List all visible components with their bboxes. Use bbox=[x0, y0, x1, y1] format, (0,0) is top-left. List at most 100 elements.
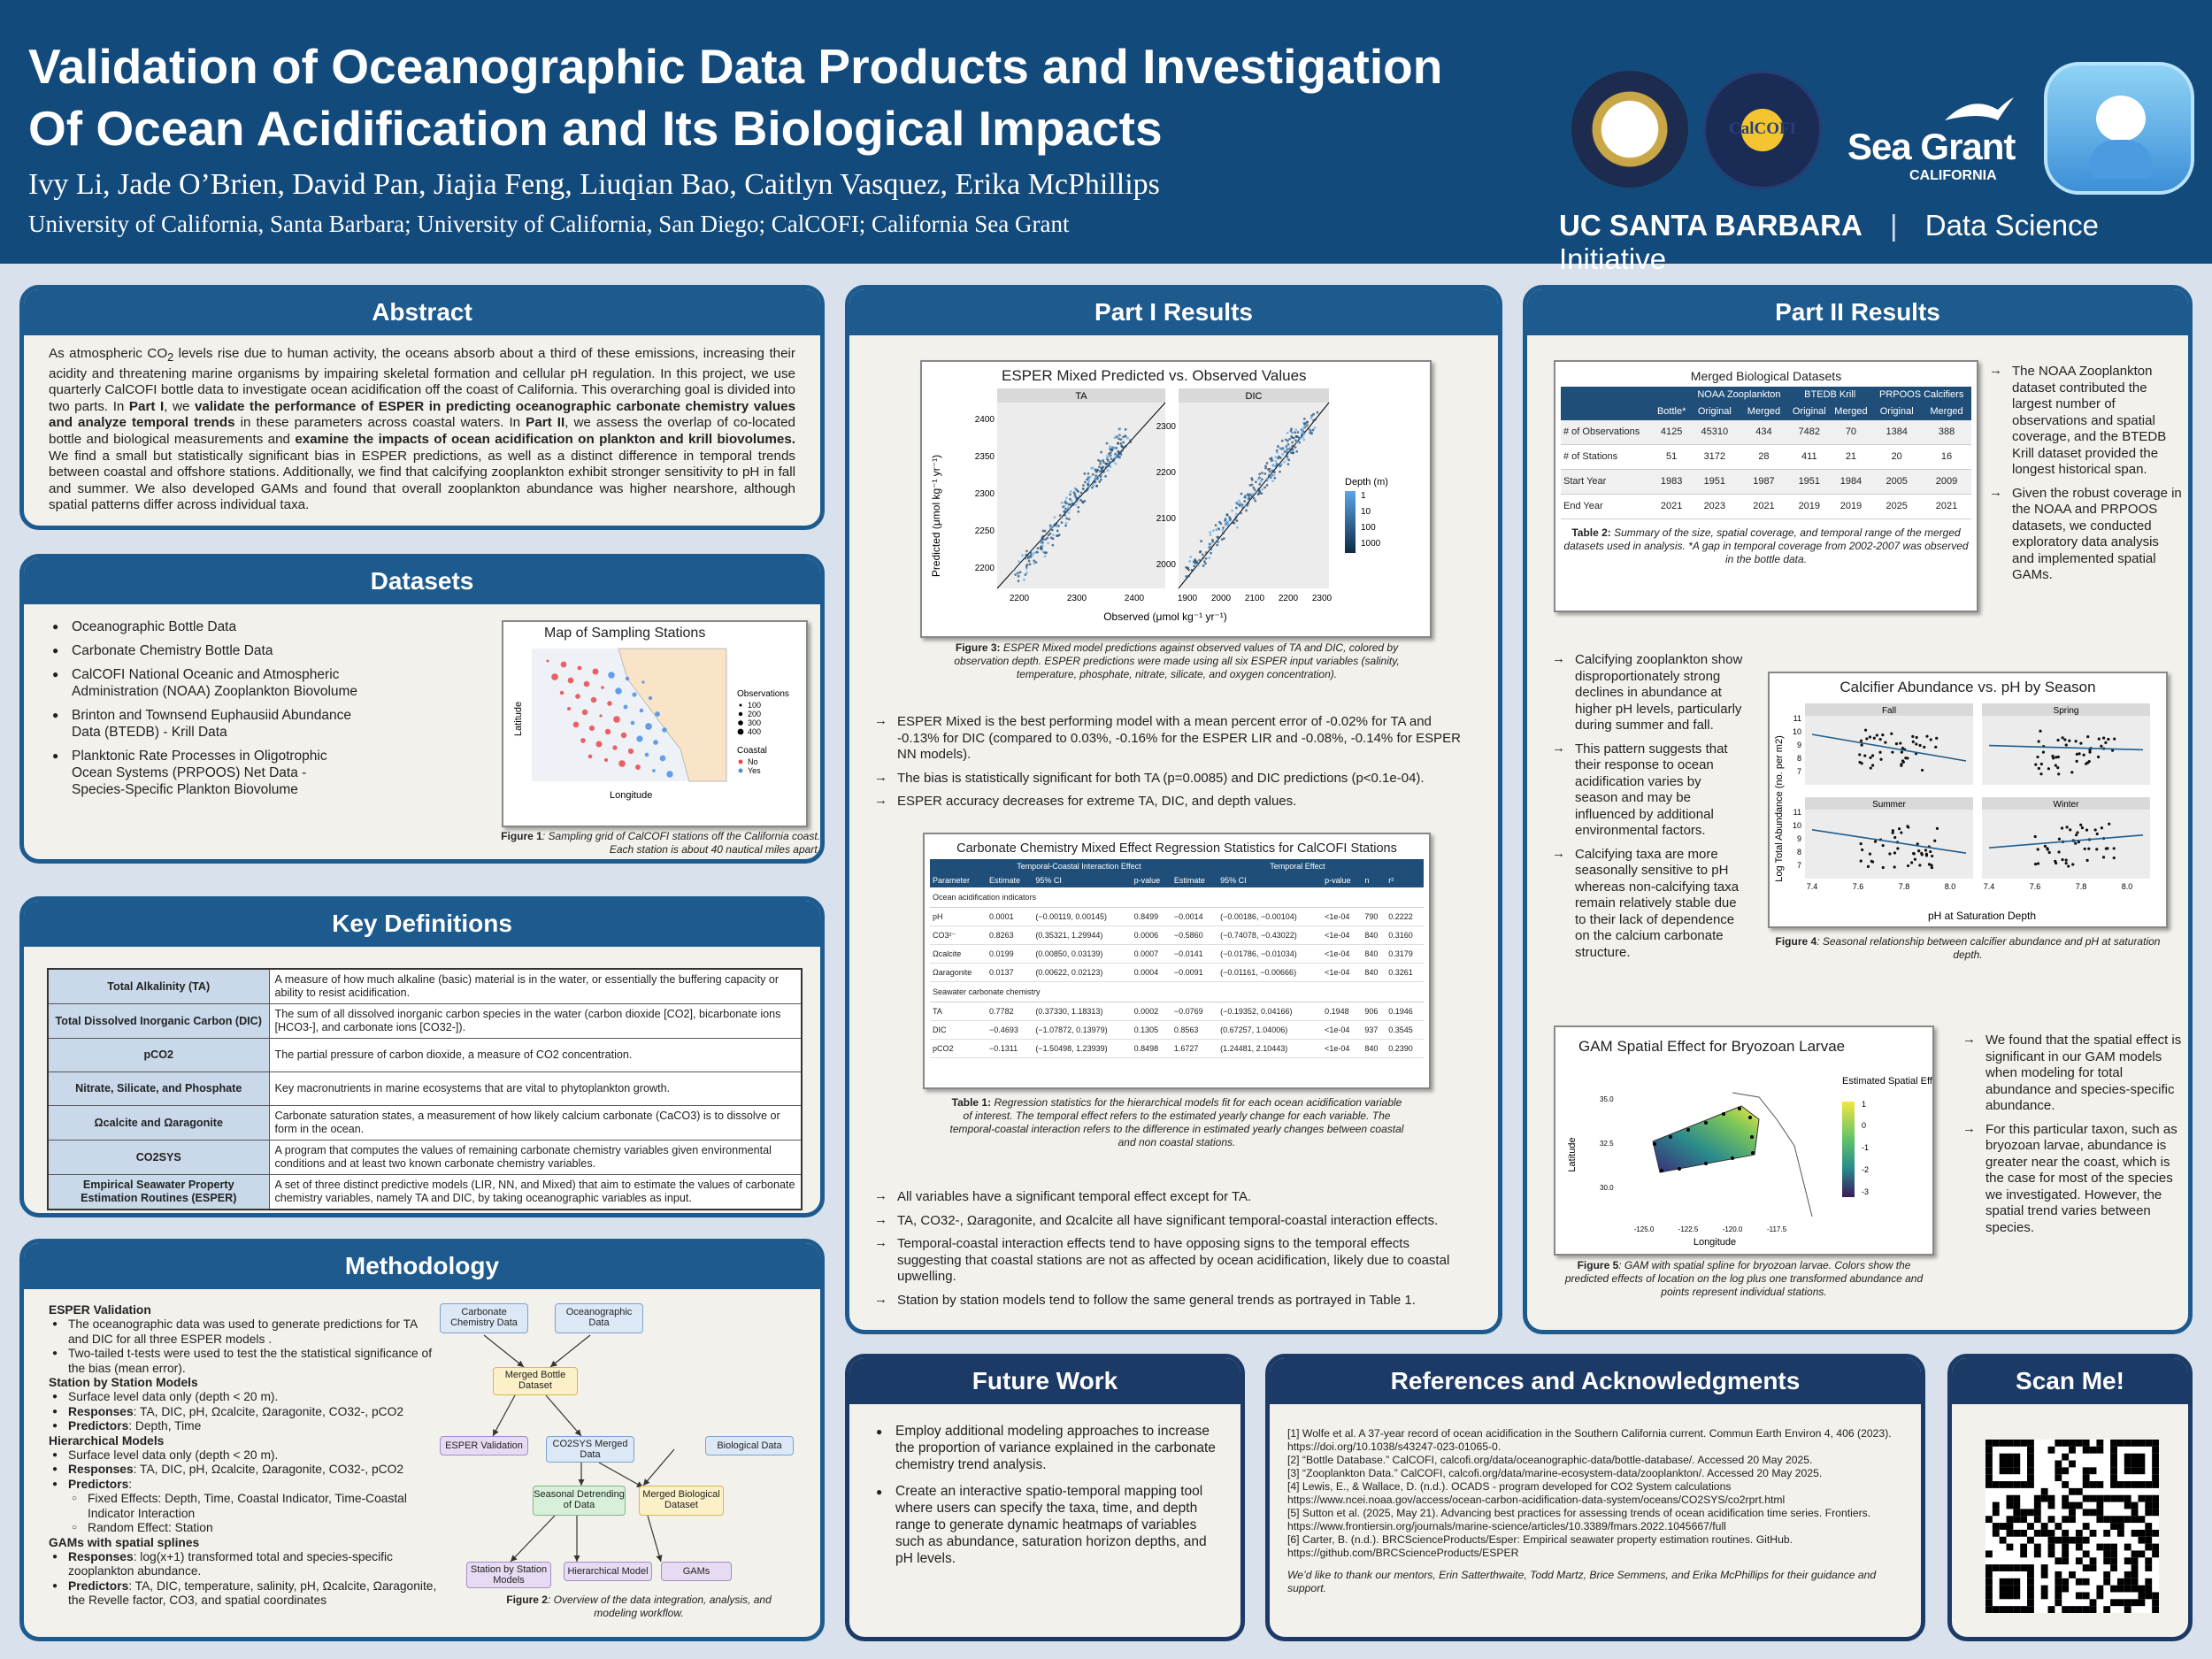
season-label: Fall bbox=[1882, 706, 1896, 716]
data-point bbox=[1863, 728, 1868, 732]
figure-2-caption: Figure 2: Overview of the data integrati… bbox=[506, 1594, 772, 1619]
data-point bbox=[1115, 446, 1118, 449]
data-point bbox=[1239, 504, 1241, 507]
table-row: TA 0.7782 (0.37330, 1.18313) 0.0002 −0.0769(… bbox=[930, 1002, 1424, 1021]
data-point bbox=[1283, 460, 1286, 464]
data-point bbox=[1301, 431, 1303, 434]
gam-effect-surface bbox=[1652, 1105, 1760, 1173]
part1-results-panel: Part I Results ESPER Mixed Predicted vs.… bbox=[845, 285, 1502, 1334]
data-point bbox=[1929, 738, 1932, 741]
data-point bbox=[1202, 565, 1205, 567]
data-point bbox=[1252, 496, 1256, 500]
data-point bbox=[2056, 766, 2060, 770]
data-point bbox=[1210, 542, 1212, 545]
data-point bbox=[1234, 512, 1238, 516]
data-point bbox=[1222, 526, 1225, 529]
data-point bbox=[1302, 426, 1305, 429]
station-point bbox=[639, 708, 644, 713]
data-point bbox=[1290, 449, 1293, 453]
data-point bbox=[1307, 426, 1310, 430]
data-point bbox=[1108, 445, 1111, 449]
data-point bbox=[1076, 500, 1079, 503]
data-point bbox=[1104, 474, 1107, 478]
data-point bbox=[1024, 557, 1027, 560]
data-point bbox=[1221, 529, 1225, 532]
station-point bbox=[580, 738, 586, 743]
data-point bbox=[1034, 561, 1038, 564]
data-point bbox=[1305, 424, 1309, 427]
data-point bbox=[1935, 736, 1939, 740]
data-point bbox=[2079, 741, 2083, 745]
facet-dic-label: DIC bbox=[1246, 391, 1263, 402]
map-x-label: Longitude bbox=[610, 790, 652, 801]
data-point bbox=[1203, 560, 1206, 564]
data-point bbox=[1087, 472, 1090, 475]
data-point bbox=[1109, 448, 1112, 451]
data-point bbox=[1250, 495, 1253, 497]
qr-code[interactable] bbox=[1985, 1440, 2159, 1613]
data-point bbox=[1859, 842, 1863, 846]
data-point bbox=[2046, 848, 2049, 851]
data-point bbox=[1294, 431, 1297, 434]
definitions-table: Total Alkalinity (TA) A measure of how mu… bbox=[47, 968, 803, 1210]
data-point bbox=[1102, 461, 1105, 464]
data-point bbox=[1900, 750, 1903, 754]
data-point bbox=[1247, 501, 1250, 504]
list-item: Create an interactive spatio-temporal ma… bbox=[872, 1484, 1217, 1567]
data-point bbox=[1275, 465, 1279, 468]
station-point bbox=[652, 769, 656, 772]
data-point bbox=[2051, 754, 2055, 758]
data-point bbox=[2085, 858, 2089, 862]
data-point bbox=[1094, 474, 1098, 478]
data-point bbox=[1185, 574, 1188, 578]
station-point bbox=[572, 721, 580, 728]
data-point bbox=[2061, 736, 2064, 740]
data-point bbox=[1240, 503, 1244, 506]
data-point bbox=[1265, 483, 1269, 487]
fig5-legend-value: -2 bbox=[1862, 1165, 1869, 1174]
data-point bbox=[1271, 458, 1274, 462]
data-point bbox=[2033, 834, 2037, 839]
data-point bbox=[1891, 750, 1894, 754]
station-point bbox=[645, 723, 652, 730]
station-point bbox=[588, 725, 595, 732]
tick-label: 7.8 bbox=[1899, 882, 1910, 891]
data-point bbox=[1210, 551, 1212, 555]
data-point bbox=[1870, 754, 1875, 757]
data-point bbox=[2039, 729, 2042, 733]
data-point bbox=[1246, 493, 1249, 496]
data-point bbox=[1869, 756, 1872, 759]
data-point bbox=[1878, 750, 1882, 754]
data-point bbox=[1302, 418, 1306, 420]
data-point bbox=[1126, 436, 1129, 440]
tick-label: 7.8 bbox=[2076, 882, 2087, 891]
data-point bbox=[1281, 452, 1285, 456]
part1-heading: Part I Results bbox=[849, 289, 1498, 335]
data-point bbox=[1232, 521, 1234, 525]
data-point bbox=[2065, 826, 2069, 829]
data-point bbox=[1108, 461, 1111, 465]
data-point bbox=[1235, 506, 1238, 510]
legend-coastal-title: Coastal bbox=[737, 746, 767, 756]
data-point bbox=[1294, 428, 1298, 432]
data-point bbox=[1291, 444, 1294, 448]
fig4-x-label: pH at Saturation Depth bbox=[1928, 910, 2036, 922]
data-point bbox=[2055, 861, 2058, 865]
list-item: CalCOFI National Oceanic and Atmospheric… bbox=[49, 666, 362, 700]
data-point bbox=[1051, 537, 1055, 541]
data-point bbox=[1244, 504, 1247, 508]
datasets-panel: Datasets Oceanographic Bottle Data Carbo… bbox=[19, 554, 825, 864]
data-point bbox=[1279, 465, 1282, 468]
method-bullet: ● Surface level data only (depth < 20 m). bbox=[52, 1448, 279, 1463]
tick-label: 7.4 bbox=[1984, 882, 1995, 891]
workflow-diagram: Carbonate Chemistry Data Oceanographic D… bbox=[440, 1303, 811, 1588]
data-point bbox=[2063, 738, 2067, 741]
data-point bbox=[2079, 823, 2083, 826]
data-point bbox=[1087, 485, 1091, 488]
data-point bbox=[2074, 740, 2078, 743]
list-item: Employ additional modeling approaches to… bbox=[872, 1424, 1217, 1473]
data-point bbox=[1014, 573, 1018, 576]
sampling-map: Latitude Observations 100 200 300 400 Co… bbox=[513, 648, 789, 801]
station-point bbox=[601, 686, 604, 689]
trend-line bbox=[1988, 834, 2144, 849]
